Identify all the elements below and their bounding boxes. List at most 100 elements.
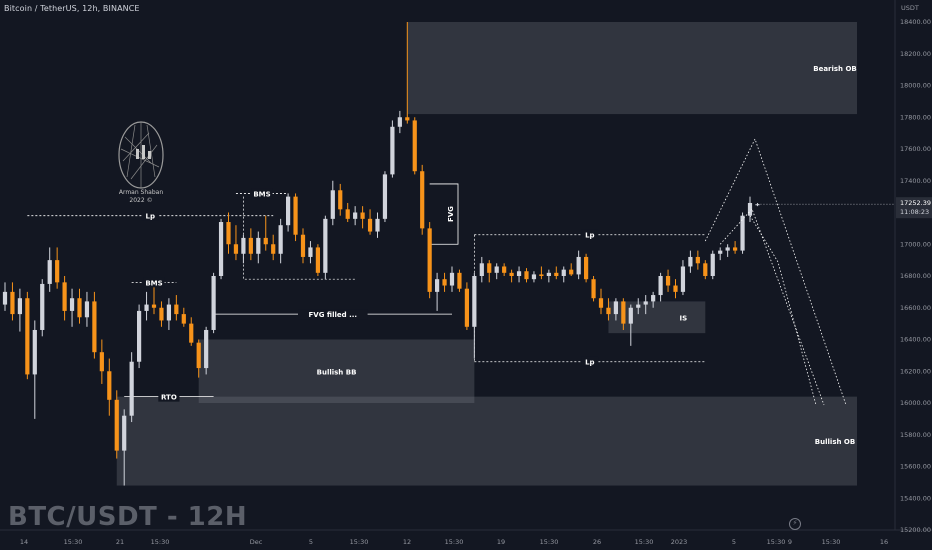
projection-paths-layer (704, 137, 847, 406)
candle-body (25, 298, 30, 375)
annotation-label-lp: Lp (585, 232, 594, 240)
candle-body (621, 301, 626, 324)
zone-bullish-bb (198, 339, 475, 403)
candle-body (129, 361, 134, 416)
candle-body (77, 298, 82, 318)
candle-body (62, 282, 67, 311)
candle-body (293, 196, 298, 235)
time-axis[interactable]: 14 15:30 21 15:30 Dec 5 15:30 12 15:30 19 15:30 26 1… (20, 538, 888, 546)
countdown-label: 11:08:23 (900, 208, 929, 216)
candle-body (196, 342, 201, 369)
candle-body (561, 269, 566, 276)
candle-body (47, 260, 52, 284)
price-tick-label: 15800.00 (900, 431, 931, 439)
candle-body (174, 304, 179, 315)
annotation-label-fvg-filled: FVG filled ... (309, 311, 358, 319)
price-tick-label: 17800.00 (900, 113, 931, 121)
candle-body (367, 218, 373, 232)
candle-body (531, 274, 537, 280)
candle-body (695, 256, 700, 264)
candle-body (99, 352, 104, 372)
annotation-label-lp: Lp (146, 213, 155, 221)
candle-body (643, 301, 648, 305)
candle-body (733, 247, 738, 251)
price-tick-label: 17400.00 (900, 177, 931, 185)
candle-body (226, 222, 231, 245)
last-price-badge (896, 197, 932, 219)
candles-layer (2, 22, 760, 486)
time-tick-label: 19 (497, 538, 505, 546)
zone-label-is: IS (679, 314, 687, 322)
time-tick-label: 15:30 (445, 538, 464, 546)
candle-body (375, 218, 380, 232)
price-axis[interactable]: USDT 18400.00 18200.00 18000.00 17800.00 1760… (757, 4, 932, 534)
candle-body (651, 295, 656, 302)
time-tick-label: Dec (250, 538, 263, 546)
candle-body (92, 301, 97, 353)
candle-body (144, 304, 149, 311)
candle-body (449, 272, 455, 286)
annotation-label-bg-1 (251, 188, 273, 199)
price-tick-label: 15200.00 (900, 526, 931, 534)
time-tick-label: 15:30 (822, 538, 841, 546)
candle-body (606, 307, 611, 315)
candle-body (159, 307, 164, 321)
candle-body (546, 272, 551, 276)
candle-body (680, 266, 686, 292)
candle-body (218, 222, 224, 276)
projection-path-2 (749, 215, 817, 406)
candle-body (286, 196, 291, 226)
candle-body (539, 274, 544, 276)
candle-body (665, 276, 671, 286)
candle-body (204, 329, 209, 369)
candle-body (405, 117, 410, 121)
watermark: BTC/USDT - 12H (8, 502, 248, 532)
annotation-label-bg-0 (141, 210, 159, 221)
time-tick-label: 15:30 (767, 538, 786, 546)
price-tick-label: 16800.00 (900, 272, 931, 280)
candle-body (10, 291, 15, 315)
logo-year: 2022 © (129, 197, 153, 204)
candle-body (613, 301, 618, 315)
time-tick-label: 26 (593, 538, 601, 546)
candle-body (725, 247, 730, 251)
candle-body (390, 126, 395, 175)
time-tick-label: 16 (880, 538, 888, 546)
candle-body (673, 285, 678, 292)
annotation-label-bms: BMS (253, 190, 270, 198)
candle-body (263, 237, 268, 245)
candle-body (241, 237, 246, 254)
annotation-label-bg-5 (158, 391, 180, 402)
annotation-label-rto: RTO (161, 394, 177, 402)
candle-body (114, 399, 119, 451)
candle-body (233, 244, 239, 254)
price-tick-label: 16400.00 (900, 336, 931, 344)
candle-body (427, 228, 432, 292)
fvg-bracket (429, 183, 459, 245)
price-tick-label: 18000.00 (900, 82, 931, 90)
candle-body (494, 266, 499, 273)
symbol-title[interactable]: Bitcoin / TetherUS, 12h, BINANCE (4, 4, 140, 13)
candle-body (412, 120, 417, 172)
time-tick-label: 5 (732, 538, 736, 546)
candle-body (345, 209, 350, 219)
candle-body (598, 298, 604, 308)
candle-body (464, 288, 469, 327)
candle-body (211, 276, 216, 330)
zone-label-bullish-ob: Bullish OB (815, 438, 855, 446)
candle-body (688, 256, 693, 267)
candle-body (40, 283, 45, 330)
candle-body (710, 253, 715, 276)
candle-body (472, 276, 477, 327)
candle-body (636, 304, 641, 308)
last-price-label: 17252.39 (900, 199, 931, 207)
clock-icon[interactable]: ⚡ (789, 518, 801, 530)
brain-logo-icon (118, 121, 164, 189)
price-tick-label: 17600.00 (900, 145, 931, 153)
candle-body (248, 237, 253, 254)
candle-body (137, 310, 142, 362)
candle-body (502, 266, 507, 273)
candle-body (628, 307, 633, 324)
